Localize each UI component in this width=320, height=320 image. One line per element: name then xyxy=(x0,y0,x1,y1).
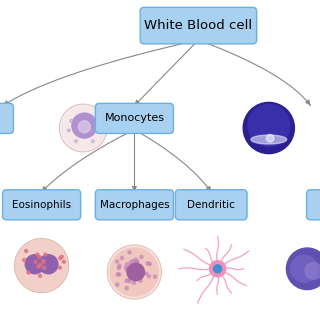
Circle shape xyxy=(133,270,136,274)
Circle shape xyxy=(148,262,151,266)
Circle shape xyxy=(44,253,47,256)
Circle shape xyxy=(125,263,129,266)
Circle shape xyxy=(130,264,133,268)
Circle shape xyxy=(266,134,274,142)
Circle shape xyxy=(43,266,45,269)
Circle shape xyxy=(107,245,162,299)
Circle shape xyxy=(59,104,107,152)
Circle shape xyxy=(291,255,317,282)
Ellipse shape xyxy=(251,135,287,144)
Circle shape xyxy=(25,255,44,274)
Circle shape xyxy=(117,266,121,269)
Circle shape xyxy=(36,253,39,256)
Circle shape xyxy=(131,270,134,274)
Circle shape xyxy=(75,140,77,143)
Circle shape xyxy=(139,268,142,271)
Circle shape xyxy=(243,102,294,154)
Circle shape xyxy=(39,263,42,266)
FancyBboxPatch shape xyxy=(95,103,173,133)
Circle shape xyxy=(117,273,121,276)
Circle shape xyxy=(39,255,58,274)
Circle shape xyxy=(42,260,45,262)
Circle shape xyxy=(116,260,119,263)
Text: Dendritic: Dendritic xyxy=(187,200,235,210)
FancyBboxPatch shape xyxy=(95,190,173,220)
Circle shape xyxy=(133,277,137,281)
Circle shape xyxy=(213,265,222,273)
Circle shape xyxy=(146,262,149,265)
Ellipse shape xyxy=(35,261,48,267)
Circle shape xyxy=(25,250,28,252)
Circle shape xyxy=(60,255,63,258)
Circle shape xyxy=(124,266,128,269)
FancyBboxPatch shape xyxy=(175,190,247,220)
Circle shape xyxy=(110,248,158,296)
Circle shape xyxy=(68,129,70,132)
Circle shape xyxy=(134,273,138,276)
Circle shape xyxy=(125,268,129,271)
Circle shape xyxy=(42,260,45,263)
Circle shape xyxy=(128,277,132,281)
Circle shape xyxy=(134,258,138,261)
Circle shape xyxy=(286,248,320,290)
Circle shape xyxy=(118,264,121,268)
Circle shape xyxy=(92,140,94,143)
FancyBboxPatch shape xyxy=(140,7,257,44)
Circle shape xyxy=(128,273,132,276)
Circle shape xyxy=(120,256,124,260)
Circle shape xyxy=(210,261,226,277)
Circle shape xyxy=(132,269,135,273)
Circle shape xyxy=(14,238,69,293)
Circle shape xyxy=(135,260,138,264)
Circle shape xyxy=(248,104,290,147)
Circle shape xyxy=(145,272,148,275)
Circle shape xyxy=(38,256,41,259)
Circle shape xyxy=(128,251,131,254)
Circle shape xyxy=(135,272,139,275)
Text: White Blood cell: White Blood cell xyxy=(144,19,252,32)
Circle shape xyxy=(72,113,97,138)
Circle shape xyxy=(136,260,139,263)
FancyBboxPatch shape xyxy=(3,190,81,220)
Circle shape xyxy=(128,279,131,283)
Circle shape xyxy=(62,260,65,263)
Circle shape xyxy=(138,265,141,268)
Circle shape xyxy=(133,271,137,274)
Circle shape xyxy=(139,279,142,282)
Circle shape xyxy=(127,273,131,276)
Text: Monocytes: Monocytes xyxy=(104,113,164,124)
Circle shape xyxy=(70,119,73,122)
Circle shape xyxy=(153,275,156,278)
Circle shape xyxy=(132,281,135,284)
Circle shape xyxy=(148,275,151,278)
Circle shape xyxy=(116,273,119,276)
Circle shape xyxy=(38,275,42,277)
Text: Macrophages: Macrophages xyxy=(100,200,169,210)
Circle shape xyxy=(34,260,37,263)
Circle shape xyxy=(129,261,132,264)
Circle shape xyxy=(132,259,135,262)
Circle shape xyxy=(37,265,40,268)
Circle shape xyxy=(58,266,61,269)
FancyBboxPatch shape xyxy=(0,103,13,133)
Circle shape xyxy=(125,286,128,290)
Circle shape xyxy=(23,259,26,261)
Circle shape xyxy=(305,262,320,279)
FancyBboxPatch shape xyxy=(307,190,320,220)
Circle shape xyxy=(127,263,144,281)
Circle shape xyxy=(125,279,128,282)
Circle shape xyxy=(78,121,90,133)
Circle shape xyxy=(59,257,62,260)
Text: Eosinophils: Eosinophils xyxy=(12,200,71,210)
Circle shape xyxy=(140,255,143,259)
Circle shape xyxy=(116,283,119,286)
Circle shape xyxy=(27,271,30,274)
Circle shape xyxy=(96,122,99,125)
Circle shape xyxy=(38,265,41,268)
